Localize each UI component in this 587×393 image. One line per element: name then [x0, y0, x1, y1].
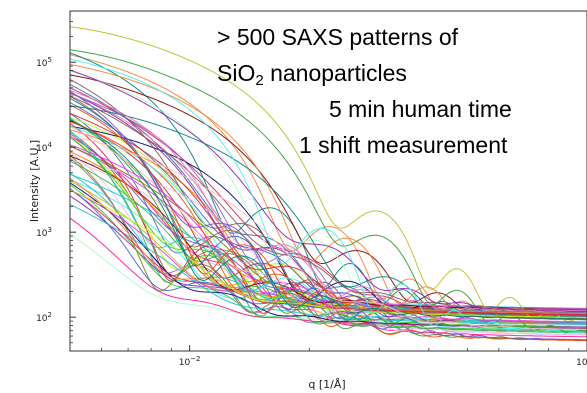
annotation-line-1: > 500 SAXS patterns of	[217, 24, 458, 51]
saxs-pattern-line	[70, 204, 587, 325]
y-tick-label: 102	[36, 311, 52, 324]
annotation-line-2-suffix: nanoparticles	[263, 60, 407, 86]
y-tick-label: 103	[36, 226, 52, 239]
annotation-line-2-text: SiO	[217, 60, 256, 86]
annotation-line-1-text: > 500 SAXS patterns of	[217, 24, 459, 50]
saxs-pattern-line	[70, 184, 587, 331]
series-layer	[70, 26, 587, 342]
y-tick-label: 105	[36, 56, 52, 69]
x-tick-label: 10−2	[179, 355, 201, 368]
saxs-pattern-line	[70, 26, 587, 322]
annotation-line-2-subscript: 2	[255, 72, 264, 89]
annotation-line-3: 5 min human time	[329, 96, 512, 123]
saxs-pattern-line	[70, 49, 587, 334]
saxs-pattern-line	[70, 125, 587, 331]
saxs-pattern-line	[70, 89, 587, 312]
annotation-line-4: 1 shift measurement	[299, 132, 507, 159]
saxs-pattern-line	[70, 105, 587, 319]
saxs-pattern-line	[70, 177, 587, 314]
saxs-pattern-line	[70, 121, 587, 342]
saxs-pattern-line	[70, 189, 587, 318]
y-axis-label: Intensity [A.U.]	[28, 140, 41, 222]
saxs-pattern-line	[70, 58, 587, 335]
annotation-line-2: SiO2 nanoparticles	[217, 60, 407, 89]
saxs-pattern-line	[70, 136, 587, 331]
annotation-line-4-text: 1 shift measurement	[299, 132, 508, 158]
saxs-pattern-line	[70, 159, 587, 336]
annotation-line-3-text: 5 min human time	[329, 96, 512, 122]
x-axis-label: q [1/Å]	[308, 378, 345, 391]
saxs-pattern-line	[70, 144, 587, 323]
saxs-pattern-line	[70, 69, 587, 313]
saxs-pattern-line	[70, 119, 587, 320]
saxs-pattern-line	[70, 155, 587, 311]
x-tick-label: 10−1	[576, 355, 587, 368]
saxs-pattern-line	[70, 136, 587, 333]
